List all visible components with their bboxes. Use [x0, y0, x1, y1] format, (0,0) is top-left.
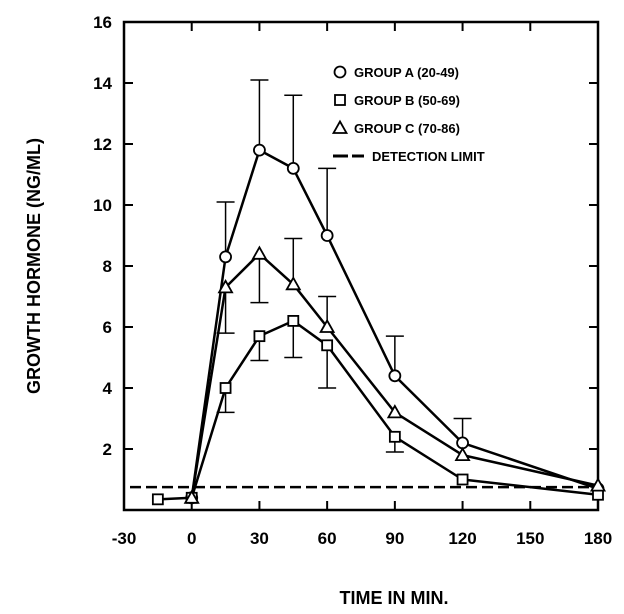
triangle-marker [386, 404, 403, 419]
legend-label: GROUP A (20-49) [354, 65, 459, 80]
series-line-1 [190, 148, 599, 498]
y-tick-label: 6 [103, 318, 112, 337]
x-tick-label: 30 [250, 529, 269, 548]
square-marker [253, 330, 266, 343]
y-tick-label: 12 [93, 135, 112, 154]
x-tick-label: 120 [448, 529, 476, 548]
triangle-marker [589, 477, 607, 492]
square-marker [321, 339, 334, 352]
triangle-marker [251, 245, 268, 260]
y-tick-label: 4 [103, 379, 113, 398]
square-marker [219, 382, 232, 394]
data-markers [151, 143, 607, 506]
circle-marker [388, 369, 402, 383]
legend: GROUP A (20-49) GROUP B (50-69) GROUP C (7… [331, 65, 485, 164]
y-tick-label: 10 [93, 196, 112, 215]
x-tick-label: -30 [112, 529, 137, 548]
x-tick-label: 60 [318, 529, 337, 548]
circle-marker [286, 161, 300, 175]
y-tick-label: 2 [103, 440, 112, 459]
circle-marker [253, 143, 266, 157]
x-tick-label: 150 [516, 529, 544, 548]
legend-label: GROUP C (70-86) [354, 121, 460, 136]
legend-label-detection-limit: DETECTION LIMIT [372, 149, 485, 164]
y-tick-label: 16 [93, 13, 112, 32]
circle-marker [456, 436, 469, 450]
legend-square-marker [334, 94, 346, 106]
circle-marker [320, 229, 334, 242]
x-tick-label: 90 [385, 529, 404, 548]
triangle-marker [454, 446, 471, 462]
triangle-marker [183, 489, 200, 504]
x-axis-ticks: -30 0 30 60 90 120 150 180 [112, 22, 612, 548]
x-axis-title: TIME IN MIN. [340, 588, 449, 608]
triangle-marker [285, 275, 302, 291]
triangle-marker [217, 279, 234, 294]
y-tick-label: 14 [93, 74, 112, 93]
series-line-3 [190, 252, 599, 498]
series-line-2 [157, 319, 599, 501]
y-axis-title: GROWTH HORMONE (NG/ML) [24, 138, 44, 394]
square-marker [151, 493, 164, 506]
x-tick-label: 0 [187, 529, 196, 548]
circle-marker [219, 250, 232, 264]
triangle-marker [319, 318, 336, 333]
square-marker [287, 314, 300, 327]
y-tick-label: 8 [103, 257, 112, 276]
y-axis-ticks: 2 4 6 8 10 12 14 16 [93, 13, 598, 459]
legend-label: GROUP B (50-69) [354, 93, 460, 108]
legend-circle-marker [333, 65, 347, 79]
square-marker [388, 430, 401, 443]
x-tick-label: 180 [584, 529, 612, 548]
legend-triangle-marker [331, 119, 349, 134]
square-marker [456, 473, 469, 486]
